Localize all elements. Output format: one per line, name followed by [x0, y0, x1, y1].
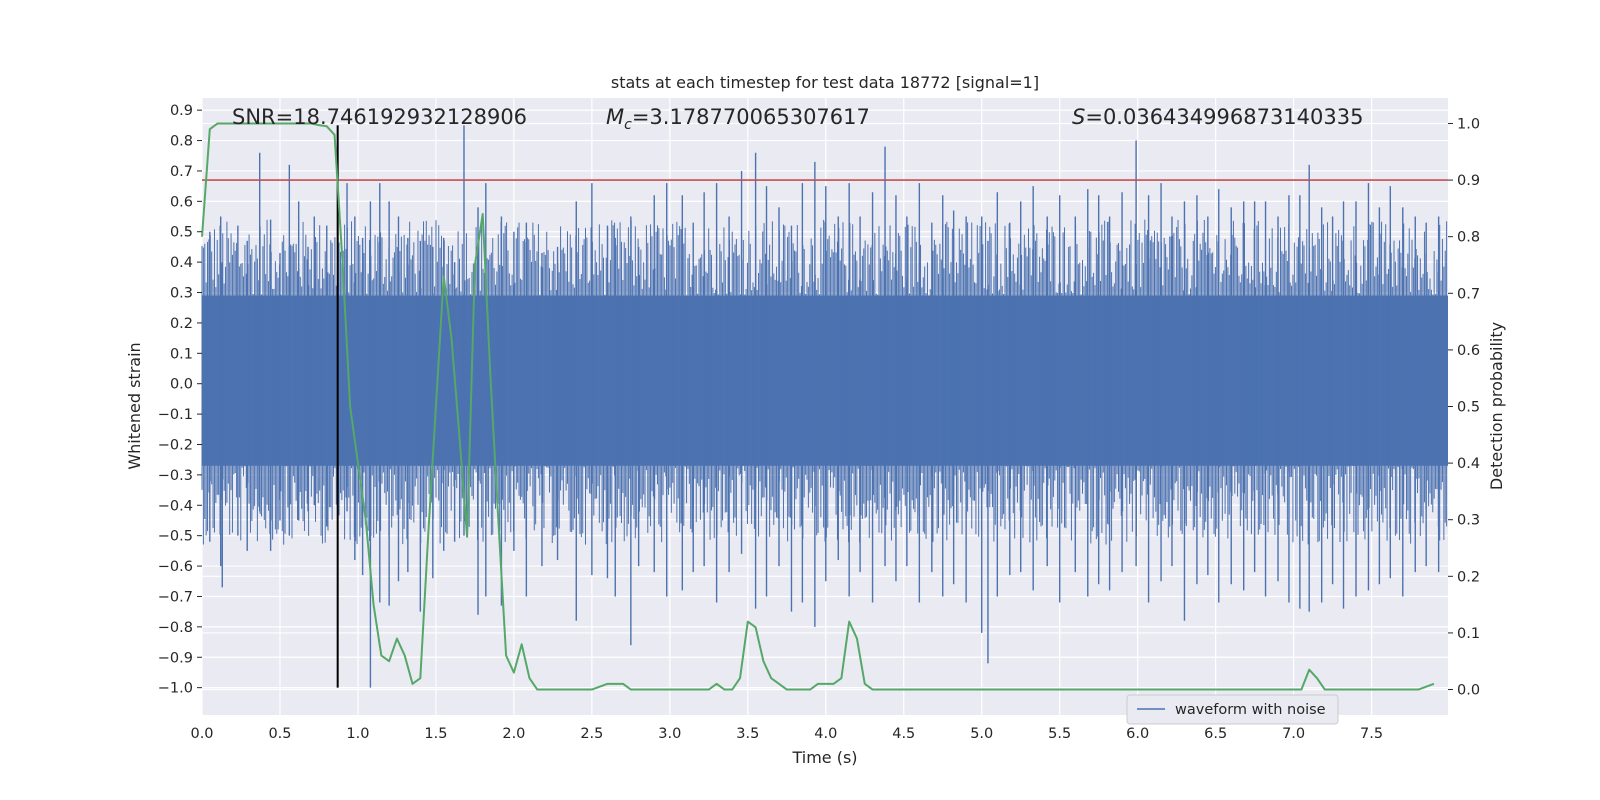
y-tick-label: −1.0	[158, 681, 193, 697]
y2-tick-label: 0.9	[1457, 173, 1480, 189]
y2-tick-label: 0.8	[1457, 230, 1480, 246]
waveform-series	[201, 125, 1448, 688]
x-tick-label: 0.5	[268, 726, 291, 742]
y-tick-label: −0.9	[158, 650, 193, 666]
x-tick-label: 7.0	[1282, 726, 1305, 742]
x-tick-label: 7.5	[1360, 726, 1383, 742]
y2-tick-label: 0.7	[1457, 286, 1480, 302]
spin-value: =0.036434996873140335	[1085, 105, 1363, 129]
y-tick-label: −0.6	[158, 559, 193, 575]
y2-tick-label: 0.4	[1457, 456, 1480, 472]
y-tick-label: −0.3	[158, 468, 193, 484]
y2-tick-label: 0.2	[1457, 569, 1480, 585]
y2-tick-label: 0.0	[1457, 683, 1480, 699]
x-tick-label: 2.0	[502, 726, 525, 742]
spin-annotation: S=0.036434996873140335	[1072, 105, 1363, 129]
y-tick-label: 0.2	[170, 316, 193, 332]
y-tick-label: 0.8	[170, 134, 193, 150]
y2-tick-label: 1.0	[1457, 116, 1480, 132]
x-tick-label: 2.5	[580, 726, 603, 742]
y-tick-label: −0.2	[158, 437, 193, 453]
x-tick-label: 5.0	[970, 726, 993, 742]
probability-series	[201, 122, 1435, 691]
chart-title: stats at each timestep for test data 187…	[611, 73, 1039, 92]
y-tick-label: −0.4	[158, 498, 193, 514]
y2-tick-label: 0.3	[1457, 513, 1480, 529]
x-axis-label: Time (s)	[791, 748, 857, 767]
y-tick-label: 0.4	[170, 255, 193, 271]
y-tick-label: 0.3	[170, 286, 193, 302]
x-tick-label: 1.0	[346, 726, 369, 742]
legend: waveform with noise	[1126, 694, 1339, 725]
y2-tick-labels: 1.0 0.9 0.8 0.7 0.6 0.5 0.4 0.3 0.2 0.1 0.0	[1448, 116, 1480, 699]
y-tick-label: −0.5	[158, 529, 193, 545]
y-tick-label: 0.5	[170, 225, 193, 241]
chirp-mass-subscript: c	[624, 117, 632, 133]
spin-symbol: S	[1072, 105, 1085, 129]
y-tick-label: −0.7	[158, 589, 193, 605]
y-tick-label: 0.6	[170, 194, 193, 210]
legend-label-waveform: waveform with noise	[1175, 702, 1326, 718]
y-tick-labels: 0.9 0.8 0.7 0.6 0.5 0.4 0.3 0.2 0.1 0.0 −0.1 −0.2 −0…	[158, 103, 202, 697]
y-axis-label: Whitened strain	[125, 342, 144, 469]
y-tick-label: 0.1	[170, 346, 193, 362]
y-tick-label: 0.7	[170, 164, 193, 180]
x-tick-label: 6.0	[1126, 726, 1149, 742]
snr-annotation: SNR=18.746192932128906	[232, 105, 527, 129]
x-tick-label: 3.5	[736, 726, 759, 742]
chirp-mass-value: =3.178770065307617	[632, 105, 870, 129]
x-tick-label: 0.0	[190, 726, 213, 742]
x-tick-label: 3.0	[658, 726, 681, 742]
y2-axis-label: Detection probability	[1487, 322, 1506, 490]
x-tick-labels: 0.0 0.5 1.0 1.5 2.0 2.5 3.0 3.5 4.0 4.5 5.0 5.5 6.0 6…	[190, 726, 1383, 742]
x-tick-label: 4.5	[892, 726, 915, 742]
y2-tick-label: 0.1	[1457, 626, 1480, 642]
chirp-mass-symbol: M	[606, 105, 624, 129]
chirp-mass-annotation: Mc=3.178770065307617	[606, 105, 870, 133]
y2-tick-label: 0.6	[1457, 343, 1480, 359]
x-tick-label: 1.5	[424, 726, 447, 742]
x-tick-label: 6.5	[1204, 726, 1227, 742]
y-tick-label: 0.9	[170, 103, 193, 119]
y2-tick-label: 0.5	[1457, 400, 1480, 416]
y-tick-label: 0.0	[170, 377, 193, 393]
x-tick-label: 5.5	[1048, 726, 1071, 742]
y-tick-label: −0.1	[158, 407, 193, 423]
y-tick-label: −0.8	[158, 620, 193, 636]
detection-probability-line	[201, 122, 1435, 691]
legend-box	[1126, 694, 1339, 725]
x-tick-label: 4.0	[814, 726, 837, 742]
